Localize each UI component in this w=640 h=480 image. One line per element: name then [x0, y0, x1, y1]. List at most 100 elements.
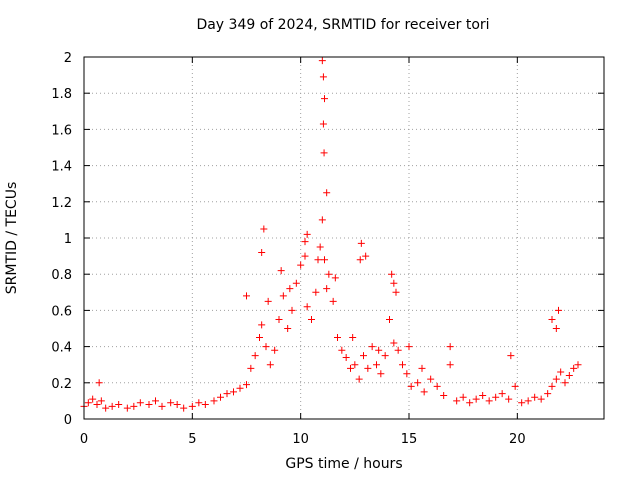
data-point [362, 252, 370, 260]
y-tick-label: 1 [64, 232, 72, 247]
x-tick-label: 10 [292, 432, 309, 447]
x-axis-label: GPS time / hours [285, 456, 403, 472]
data-point [377, 370, 385, 378]
data-point [360, 352, 367, 360]
data-point [167, 399, 175, 407]
data-point [312, 288, 320, 296]
data-point [89, 395, 97, 403]
data-point [301, 238, 309, 246]
data-point [574, 361, 582, 369]
data-point [531, 393, 539, 401]
data-point [334, 334, 341, 342]
data-point [498, 390, 506, 398]
data-point [318, 57, 326, 65]
data-point [210, 397, 218, 405]
data-point [357, 239, 365, 247]
data-point [492, 393, 500, 401]
data-point [256, 334, 263, 342]
grid-lines [84, 57, 604, 419]
data-point [355, 375, 363, 383]
data-point [97, 397, 105, 405]
data-point [158, 402, 166, 410]
data-point [485, 397, 493, 405]
data-point [373, 361, 380, 369]
data-point [446, 343, 454, 351]
data-point [258, 248, 266, 256]
data-points [80, 57, 582, 412]
data-point [264, 297, 272, 305]
x-tick-label: 20 [509, 432, 526, 447]
data-point [243, 381, 250, 389]
data-point [453, 397, 461, 405]
data-point [130, 402, 138, 410]
data-point [446, 361, 454, 369]
data-point [548, 315, 556, 323]
data-point [552, 325, 560, 332]
data-point [303, 303, 311, 311]
data-point [420, 388, 428, 396]
data-point [308, 315, 315, 323]
data-point [320, 149, 328, 157]
data-point [342, 353, 350, 361]
data-point [544, 390, 552, 398]
y-tick-label: 0.2 [51, 377, 72, 392]
data-point [236, 384, 244, 392]
data-point [351, 361, 359, 369]
axis-ticks: 00.20.40.60.811.21.41.61.820 5 10 15 20 [51, 51, 604, 447]
data-point [368, 343, 376, 351]
y-tick-label: 2 [64, 51, 72, 66]
data-point [243, 292, 250, 300]
data-point [479, 391, 487, 399]
data-point [407, 382, 415, 390]
data-point [561, 379, 569, 387]
x-tick-label: 0 [80, 432, 88, 447]
data-point [427, 375, 435, 383]
data-point [247, 364, 255, 372]
data-point [201, 401, 209, 409]
data-point [188, 402, 196, 410]
y-tick-label: 0 [64, 413, 72, 428]
data-point [173, 401, 181, 409]
data-point [555, 306, 562, 314]
data-point [284, 325, 292, 332]
data-point [381, 352, 389, 360]
data-point [399, 361, 406, 369]
data-point [323, 285, 331, 293]
data-point [511, 382, 519, 390]
data-point [217, 393, 224, 401]
data-point [472, 395, 480, 403]
data-point [277, 267, 285, 275]
data-point [262, 343, 270, 351]
data-point [180, 404, 188, 412]
data-point [303, 230, 311, 238]
data-point [570, 364, 578, 372]
plot-frame [83, 56, 605, 420]
data-point [297, 261, 305, 269]
y-tick-label: 1.8 [51, 87, 72, 102]
data-point [329, 297, 337, 305]
data-point [260, 225, 268, 233]
data-point [152, 397, 159, 405]
x-tick-label: 5 [188, 432, 196, 447]
data-point [507, 352, 515, 360]
y-tick-label: 1.2 [51, 196, 72, 211]
data-point [93, 401, 101, 409]
data-point [258, 321, 266, 329]
chart-title: Day 349 of 2024, SRMTID for receiver tor… [196, 17, 490, 33]
data-point [145, 401, 153, 409]
data-point [195, 399, 203, 407]
data-point [286, 285, 294, 293]
data-point [433, 382, 441, 390]
data-point [325, 270, 333, 278]
data-point [223, 390, 231, 398]
data-point [102, 404, 110, 412]
data-point [459, 393, 467, 401]
data-point [405, 343, 413, 351]
data-point [347, 364, 354, 372]
data-point [319, 73, 327, 81]
data-point [108, 402, 116, 410]
data-point [316, 243, 324, 251]
data-point [288, 306, 296, 314]
data-point [414, 379, 422, 387]
